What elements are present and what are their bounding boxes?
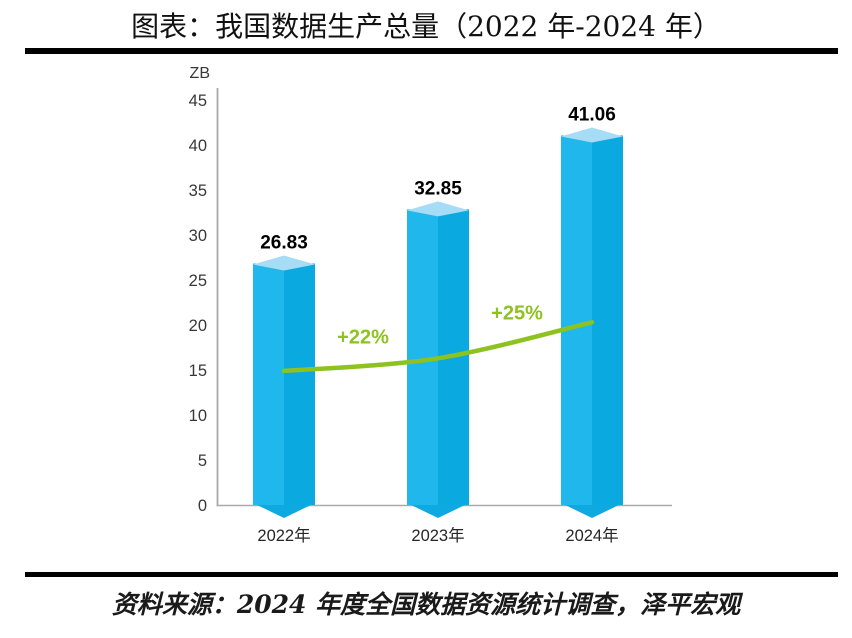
growth-percent-label: +22% <box>337 327 389 349</box>
y-tick-label: 0 <box>198 497 207 515</box>
bar-front-left-face <box>253 263 284 505</box>
y-tick-label: 5 <box>198 452 207 470</box>
bar-bottom-face <box>253 503 315 518</box>
y-tick-label: 25 <box>189 272 207 290</box>
x-category-label: 2024年 <box>565 526 618 545</box>
bar-top-face <box>407 201 469 217</box>
bar-top-face <box>253 255 315 271</box>
bar-bottom-face <box>561 503 623 518</box>
growth-line <box>281 320 595 374</box>
bar-front-right-face <box>592 135 623 505</box>
bar-value-label: 41.06 <box>568 104 616 125</box>
y-tick-label: 20 <box>189 317 207 335</box>
y-tick-label: 45 <box>189 92 207 110</box>
y-tick-label: 15 <box>189 362 207 380</box>
x-category-label: 2022年 <box>257 526 310 545</box>
source-citation: 资料来源：2024 年度全国数据资源统计调查，泽平宏观 <box>111 590 741 619</box>
title-divider-rule <box>25 48 838 54</box>
bar-bottom-face <box>407 503 469 518</box>
growth-percent-label: +25% <box>491 302 543 324</box>
bar-front-left-face <box>561 135 592 505</box>
y-tick-label: 40 <box>189 137 207 155</box>
y-tick-label: 30 <box>189 227 207 245</box>
bar-value-label: 32.85 <box>414 178 462 199</box>
source-divider-rule <box>25 572 838 577</box>
bar-value-label: 26.83 <box>260 233 308 254</box>
bar-front-right-face <box>284 263 315 505</box>
chart-title: 图表：我国数据生产总量（2022 年-2024 年） <box>131 10 721 43</box>
bar-top-face <box>561 127 623 143</box>
y-tick-label: 35 <box>189 182 207 200</box>
x-category-label: 2023年 <box>411 526 464 545</box>
y-tick-label: 10 <box>189 407 207 425</box>
y-axis-unit-label: ZB <box>190 65 210 82</box>
